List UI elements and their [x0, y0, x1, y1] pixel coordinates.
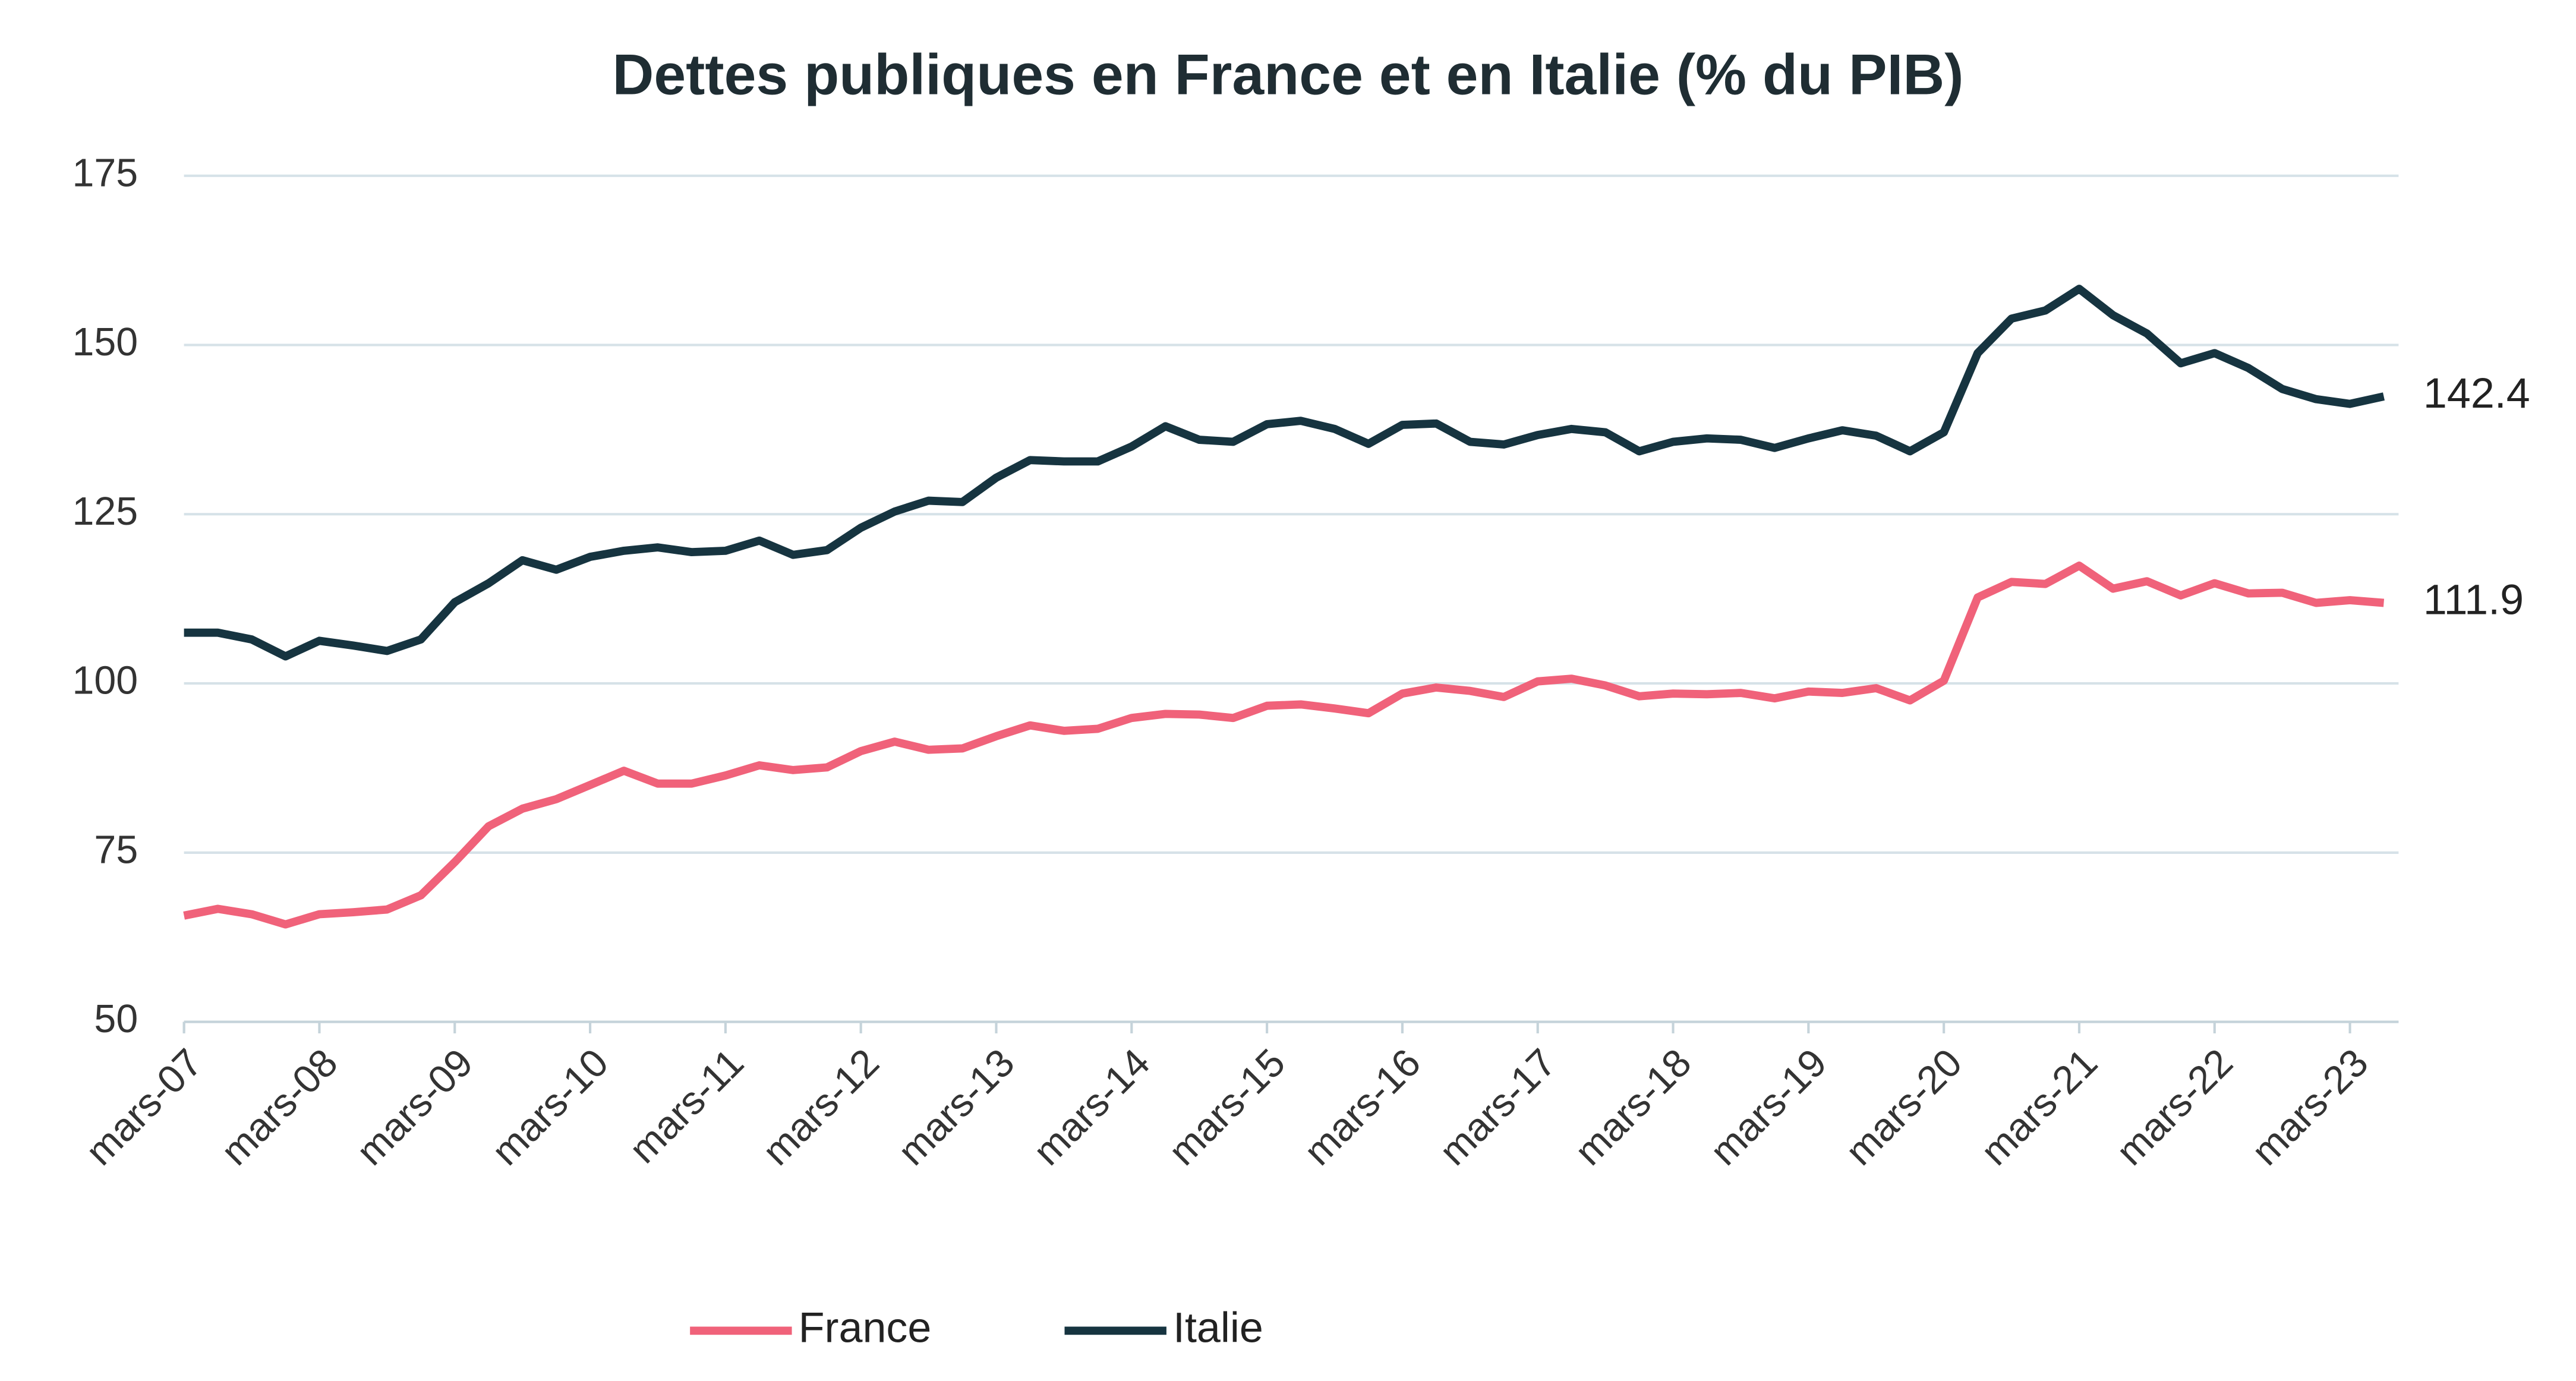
line-series — [183, 562, 2385, 929]
x-tick-label: mars-09 — [348, 1041, 481, 1174]
x-tick-label: mars-10 — [484, 1041, 617, 1174]
end-label: 142.4 — [2423, 370, 2530, 417]
chart-title: Dettes publiques en France et en Italie … — [612, 42, 1963, 106]
x-tick-label: mars-11 — [621, 1041, 752, 1172]
x-tick-label: mars-21 — [1973, 1041, 2106, 1174]
x-tick-label: mars-14 — [1025, 1041, 1158, 1174]
x-tick-label: mars-07 — [77, 1041, 210, 1174]
x-tick-label: mars-18 — [1566, 1041, 1700, 1174]
line-series — [184, 285, 2385, 661]
x-tick-label: mars-17 — [1431, 1041, 1564, 1174]
x-tick-label: mars-22 — [2108, 1041, 2241, 1174]
y-tick-label: 175 — [72, 151, 138, 195]
x-tick-label: mars-13 — [890, 1041, 1023, 1174]
y-tick-label: 150 — [72, 320, 138, 364]
y-tick-label: 100 — [72, 659, 138, 703]
x-tick-label: mars-15 — [1161, 1041, 1294, 1174]
x-tick-label: mars-20 — [1837, 1041, 1970, 1174]
y-tick-label: 125 — [72, 490, 138, 534]
x-tick-label: mars-23 — [2243, 1041, 2376, 1174]
x-tick-label: mars-19 — [1702, 1041, 1835, 1174]
y-tick-label: 75 — [94, 828, 138, 872]
legend-label: Italie — [1173, 1304, 1263, 1351]
legend-label: France — [799, 1304, 932, 1351]
x-tick-label: mars-08 — [213, 1041, 346, 1174]
x-tick-label: mars-16 — [1296, 1041, 1429, 1174]
x-tick-label: mars-12 — [754, 1041, 887, 1174]
y-tick-label: 50 — [94, 997, 138, 1041]
end-label: 111.9 — [2423, 576, 2524, 624]
